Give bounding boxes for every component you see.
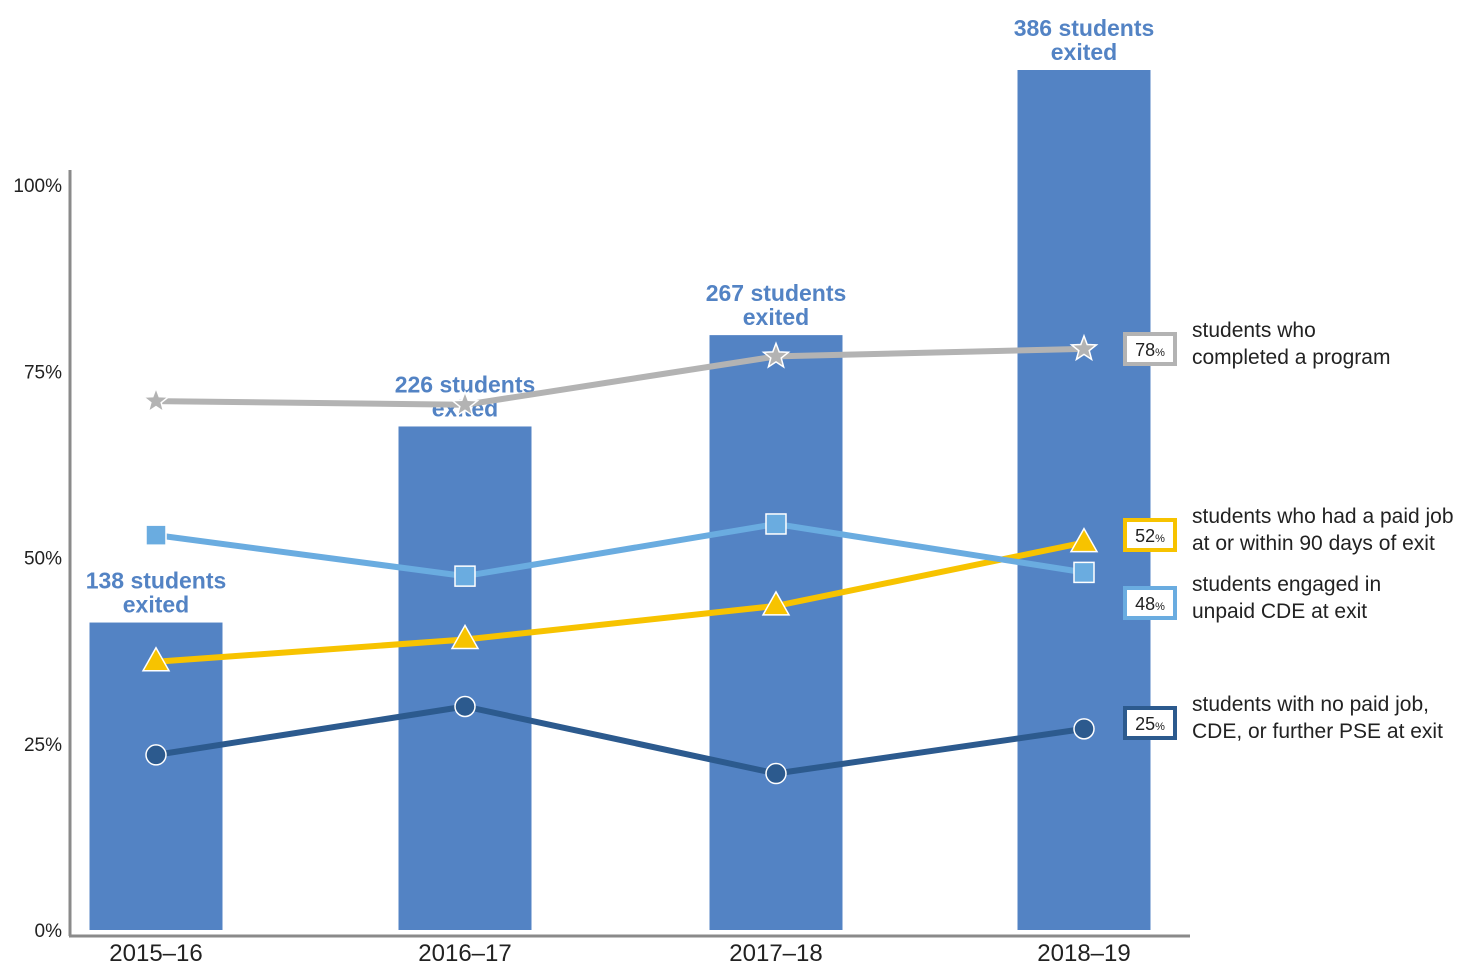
series-lines-layer bbox=[141, 333, 1099, 785]
y-tick-label: 100% bbox=[13, 176, 62, 197]
legend-layer: 78% students who completed a program 52% stu… bbox=[1123, 319, 1454, 743]
series-line-2 bbox=[155, 521, 1085, 580]
legend-box-1 bbox=[1123, 518, 1177, 552]
x-tick-label: 2017–18 bbox=[729, 940, 822, 967]
bar-label-0-line-0: 138 students bbox=[86, 568, 227, 594]
legend-label-0-line-1: completed a program bbox=[1192, 346, 1390, 369]
y-tick-label: 75% bbox=[24, 362, 62, 383]
series-3-marker-circle bbox=[145, 744, 167, 766]
legend-label-0-line-0: students who bbox=[1192, 319, 1316, 342]
legend-label-2-line-1: unpaid CDE at exit bbox=[1192, 600, 1367, 623]
series-0-marker-star bbox=[141, 385, 171, 414]
bar-3 bbox=[1017, 70, 1151, 930]
legend-value-3: 25% bbox=[1135, 714, 1165, 734]
bar-label-2-line-0: 267 students bbox=[706, 280, 847, 306]
y-tick-label: 0% bbox=[35, 921, 63, 942]
series-2-marker-square bbox=[1073, 561, 1095, 584]
legend-box-2 bbox=[1123, 586, 1177, 620]
series-2-marker-square bbox=[145, 524, 167, 546]
legend-box-0 bbox=[1123, 332, 1177, 366]
series-3-marker-circle bbox=[765, 762, 787, 785]
legend-value-2: 48% bbox=[1135, 594, 1165, 614]
legend-label-2-line-0: students engaged in bbox=[1192, 573, 1381, 596]
series-0-marker-star bbox=[761, 341, 791, 369]
bar-label-2-line-1: exited bbox=[743, 304, 809, 330]
series-2-marker-square bbox=[765, 513, 787, 535]
y-ticks-layer: 0% 25% 50% 75% 100% bbox=[13, 176, 62, 942]
series-line-3 bbox=[155, 703, 1085, 777]
series-3-marker-circle bbox=[1073, 718, 1095, 740]
series-2-marker-square bbox=[454, 565, 476, 587]
series-0-marker-star bbox=[1069, 333, 1099, 362]
series-1-marker-triangle bbox=[761, 590, 791, 616]
bar-label-0-line-1: exited bbox=[123, 592, 189, 618]
legend-box-3 bbox=[1123, 706, 1177, 740]
y-tick-label: 50% bbox=[24, 549, 62, 570]
bar-label-3-line-0: 386 students bbox=[1014, 15, 1155, 41]
legend-label-3-line-0: students with no paid job, bbox=[1192, 693, 1429, 716]
x-tick-label: 2018–19 bbox=[1037, 940, 1130, 967]
axes-layer bbox=[68, 170, 1190, 938]
series-line-1 bbox=[155, 539, 1085, 665]
series-line-0 bbox=[155, 345, 1085, 408]
legend-value-1: 52% bbox=[1135, 526, 1165, 546]
x-tick-label: 2015–16 bbox=[109, 940, 202, 967]
legend-value-0: 78% bbox=[1135, 340, 1165, 360]
bars-layer bbox=[89, 70, 1151, 931]
bar-2 bbox=[709, 335, 843, 931]
series-1-marker-triangle bbox=[1069, 527, 1099, 553]
bar-label-3-line-1: exited bbox=[1051, 39, 1117, 65]
series-3-marker-circle bbox=[454, 695, 476, 718]
legend-label-3-line-1: CDE, or further PSE at exit bbox=[1192, 720, 1443, 743]
series-1-marker-triangle bbox=[450, 623, 480, 650]
bar-1 bbox=[398, 426, 532, 930]
y-tick-label: 25% bbox=[24, 735, 62, 756]
series-0-marker-star bbox=[450, 389, 480, 418]
category-labels-layer: 2015–16 2016–17 2017–18 2018–19 bbox=[109, 940, 1130, 967]
legend-label-1-line-1: at or within 90 days of exit bbox=[1192, 532, 1435, 555]
x-tick-label: 2016–17 bbox=[418, 940, 511, 967]
bar-0 bbox=[89, 622, 223, 930]
legend-label-1-line-0: students who had a paid job bbox=[1192, 505, 1454, 528]
series-1-marker-triangle bbox=[141, 646, 171, 672]
